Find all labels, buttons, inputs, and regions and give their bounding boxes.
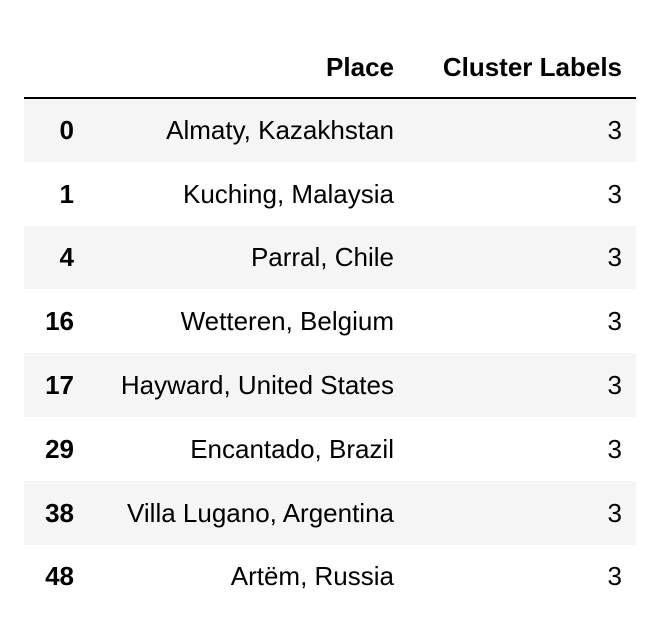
place-cell: Parral, Chile — [250, 242, 394, 273]
index-header — [24, 36, 88, 99]
place-cell: Hayward, United States — [120, 370, 394, 401]
cluster-cell: 3 — [607, 115, 622, 146]
table-row: 16 Wetteren, Belgium 3 — [24, 289, 636, 353]
dataframe-table: Place Cluster Labels 0 Almaty, Kazakhsta… — [24, 36, 636, 608]
place-cell: Artëm, Russia — [230, 561, 394, 592]
table-row: 29 Encantado, Brazil 3 — [24, 417, 636, 481]
cluster-cell: 3 — [607, 242, 622, 273]
row-index: 0 — [59, 115, 74, 146]
place-cell: Kuching, Malaysia — [183, 178, 394, 209]
row-index: 38 — [45, 497, 74, 528]
table-row: 48 Artëm, Russia 3 — [24, 545, 636, 609]
table-row: 17 Hayward, United States 3 — [24, 353, 636, 417]
cluster-cell: 3 — [607, 306, 622, 337]
cluster-cell: 3 — [607, 178, 622, 209]
dataframe-output: Place Cluster Labels 0 Almaty, Kazakhsta… — [24, 36, 636, 608]
table-row: 38 Villa Lugano, Argentina 3 — [24, 480, 636, 545]
table-header: Place Cluster Labels — [24, 36, 636, 99]
header-row: Place Cluster Labels — [24, 36, 636, 99]
cluster-cell: 3 — [607, 561, 622, 592]
cluster-cell: 3 — [607, 497, 622, 528]
cluster-cell: 3 — [607, 433, 622, 464]
cluster-cell: 3 — [607, 370, 622, 401]
place-header: Place — [88, 36, 408, 99]
table-row: 4 Parral, Chile 3 — [24, 225, 636, 290]
row-index: 29 — [45, 433, 74, 464]
cluster-labels-header: Cluster Labels — [408, 36, 636, 99]
place-cell: Encantado, Brazil — [190, 433, 394, 464]
place-cell: Villa Lugano, Argentina — [127, 497, 394, 528]
place-cell: Almaty, Kazakhstan — [166, 115, 394, 146]
row-index: 17 — [45, 370, 74, 401]
row-index: 48 — [45, 561, 74, 592]
table-body: 0 Almaty, Kazakhstan 3 1 Kuching, Malays… — [24, 98, 636, 608]
place-cell: Wetteren, Belgium — [180, 306, 394, 337]
table-row: 0 Almaty, Kazakhstan 3 — [24, 98, 636, 162]
table-row: 1 Kuching, Malaysia 3 — [24, 162, 636, 226]
row-index: 1 — [59, 178, 74, 209]
row-index: 4 — [59, 242, 74, 273]
row-index: 16 — [45, 306, 74, 337]
